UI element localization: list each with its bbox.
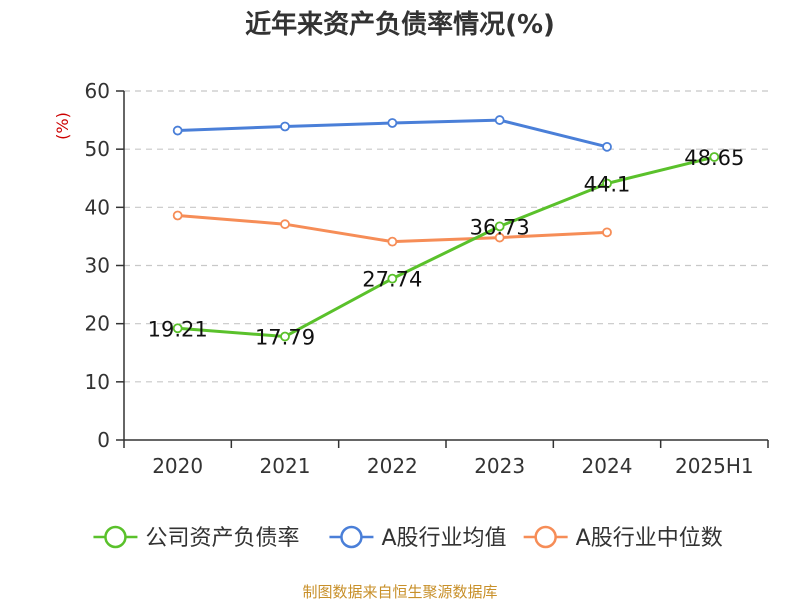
x-tick-label: 2025H1: [675, 454, 754, 478]
data-label: 36.73: [470, 215, 530, 239]
y-axis-label: (%): [53, 112, 72, 140]
legend-circle-icon: [534, 525, 557, 549]
data-point: [387, 273, 398, 284]
data-point: [494, 232, 505, 243]
data-point: [387, 236, 398, 247]
x-tick-label: 2020: [152, 454, 203, 478]
data-label: 44.1: [584, 172, 631, 196]
series-line-0: [176, 155, 716, 339]
axes: 0 10 20 30 40 50 60 2020 2021 2022 2023 2024 2025H1: [85, 79, 769, 478]
grid-lines: [124, 90, 768, 383]
x-tick-label: 2021: [260, 454, 311, 478]
legend-circle-icon: [340, 525, 363, 549]
y-tick-label: 0: [97, 428, 110, 452]
legend-label: 公司资产负债率: [145, 526, 299, 551]
legend: 公司资产负债率 A股行业均值 A股行业中位数: [93, 525, 723, 551]
y-tick-label: 20: [85, 312, 110, 336]
legend-label: A股行业均值: [381, 526, 506, 551]
data-label: 48.65: [684, 146, 744, 170]
legend-item: A股行业中位数: [523, 525, 723, 551]
y-tick-label: 60: [85, 79, 110, 103]
data-point: [280, 121, 290, 132]
x-tick-label: 2023: [474, 454, 525, 478]
y-tick-label: 50: [85, 137, 110, 161]
source-note: 制图数据来自恒生聚源数据库: [302, 583, 497, 600]
data-point: [172, 210, 183, 221]
y-tick-label: 30: [85, 254, 110, 278]
y-tick-label: 40: [85, 195, 110, 219]
x-tick-label: 2022: [367, 454, 418, 478]
x-tick-label: 2024: [582, 454, 633, 478]
y-tick-label: 10: [85, 370, 110, 394]
series-group: [172, 115, 720, 342]
data-point: [602, 227, 612, 238]
data-point: [709, 152, 720, 162]
chart-title: 近年来资产负债率情况(%): [245, 9, 555, 40]
data-label: 17.79: [255, 326, 315, 350]
data-point: [172, 323, 183, 334]
data-label: 19.21: [148, 317, 208, 341]
data-point: [602, 178, 612, 189]
data-point: [172, 125, 183, 136]
data-point: [387, 118, 398, 128]
data-label: 27.74: [362, 268, 422, 292]
data-point: [280, 219, 290, 230]
data-point: [494, 221, 505, 232]
data-point: [602, 141, 612, 152]
legend-item: A股行业均值: [329, 525, 507, 551]
legend-item: 公司资产负债率: [93, 525, 299, 551]
data-point: [494, 115, 505, 125]
legend-label: A股行业中位数: [576, 526, 723, 551]
legend-circle-icon: [104, 525, 127, 549]
data-labels: 19.21 17.79 27.74 36.73 44.1 48.65: [148, 146, 745, 350]
data-point: [280, 331, 290, 342]
